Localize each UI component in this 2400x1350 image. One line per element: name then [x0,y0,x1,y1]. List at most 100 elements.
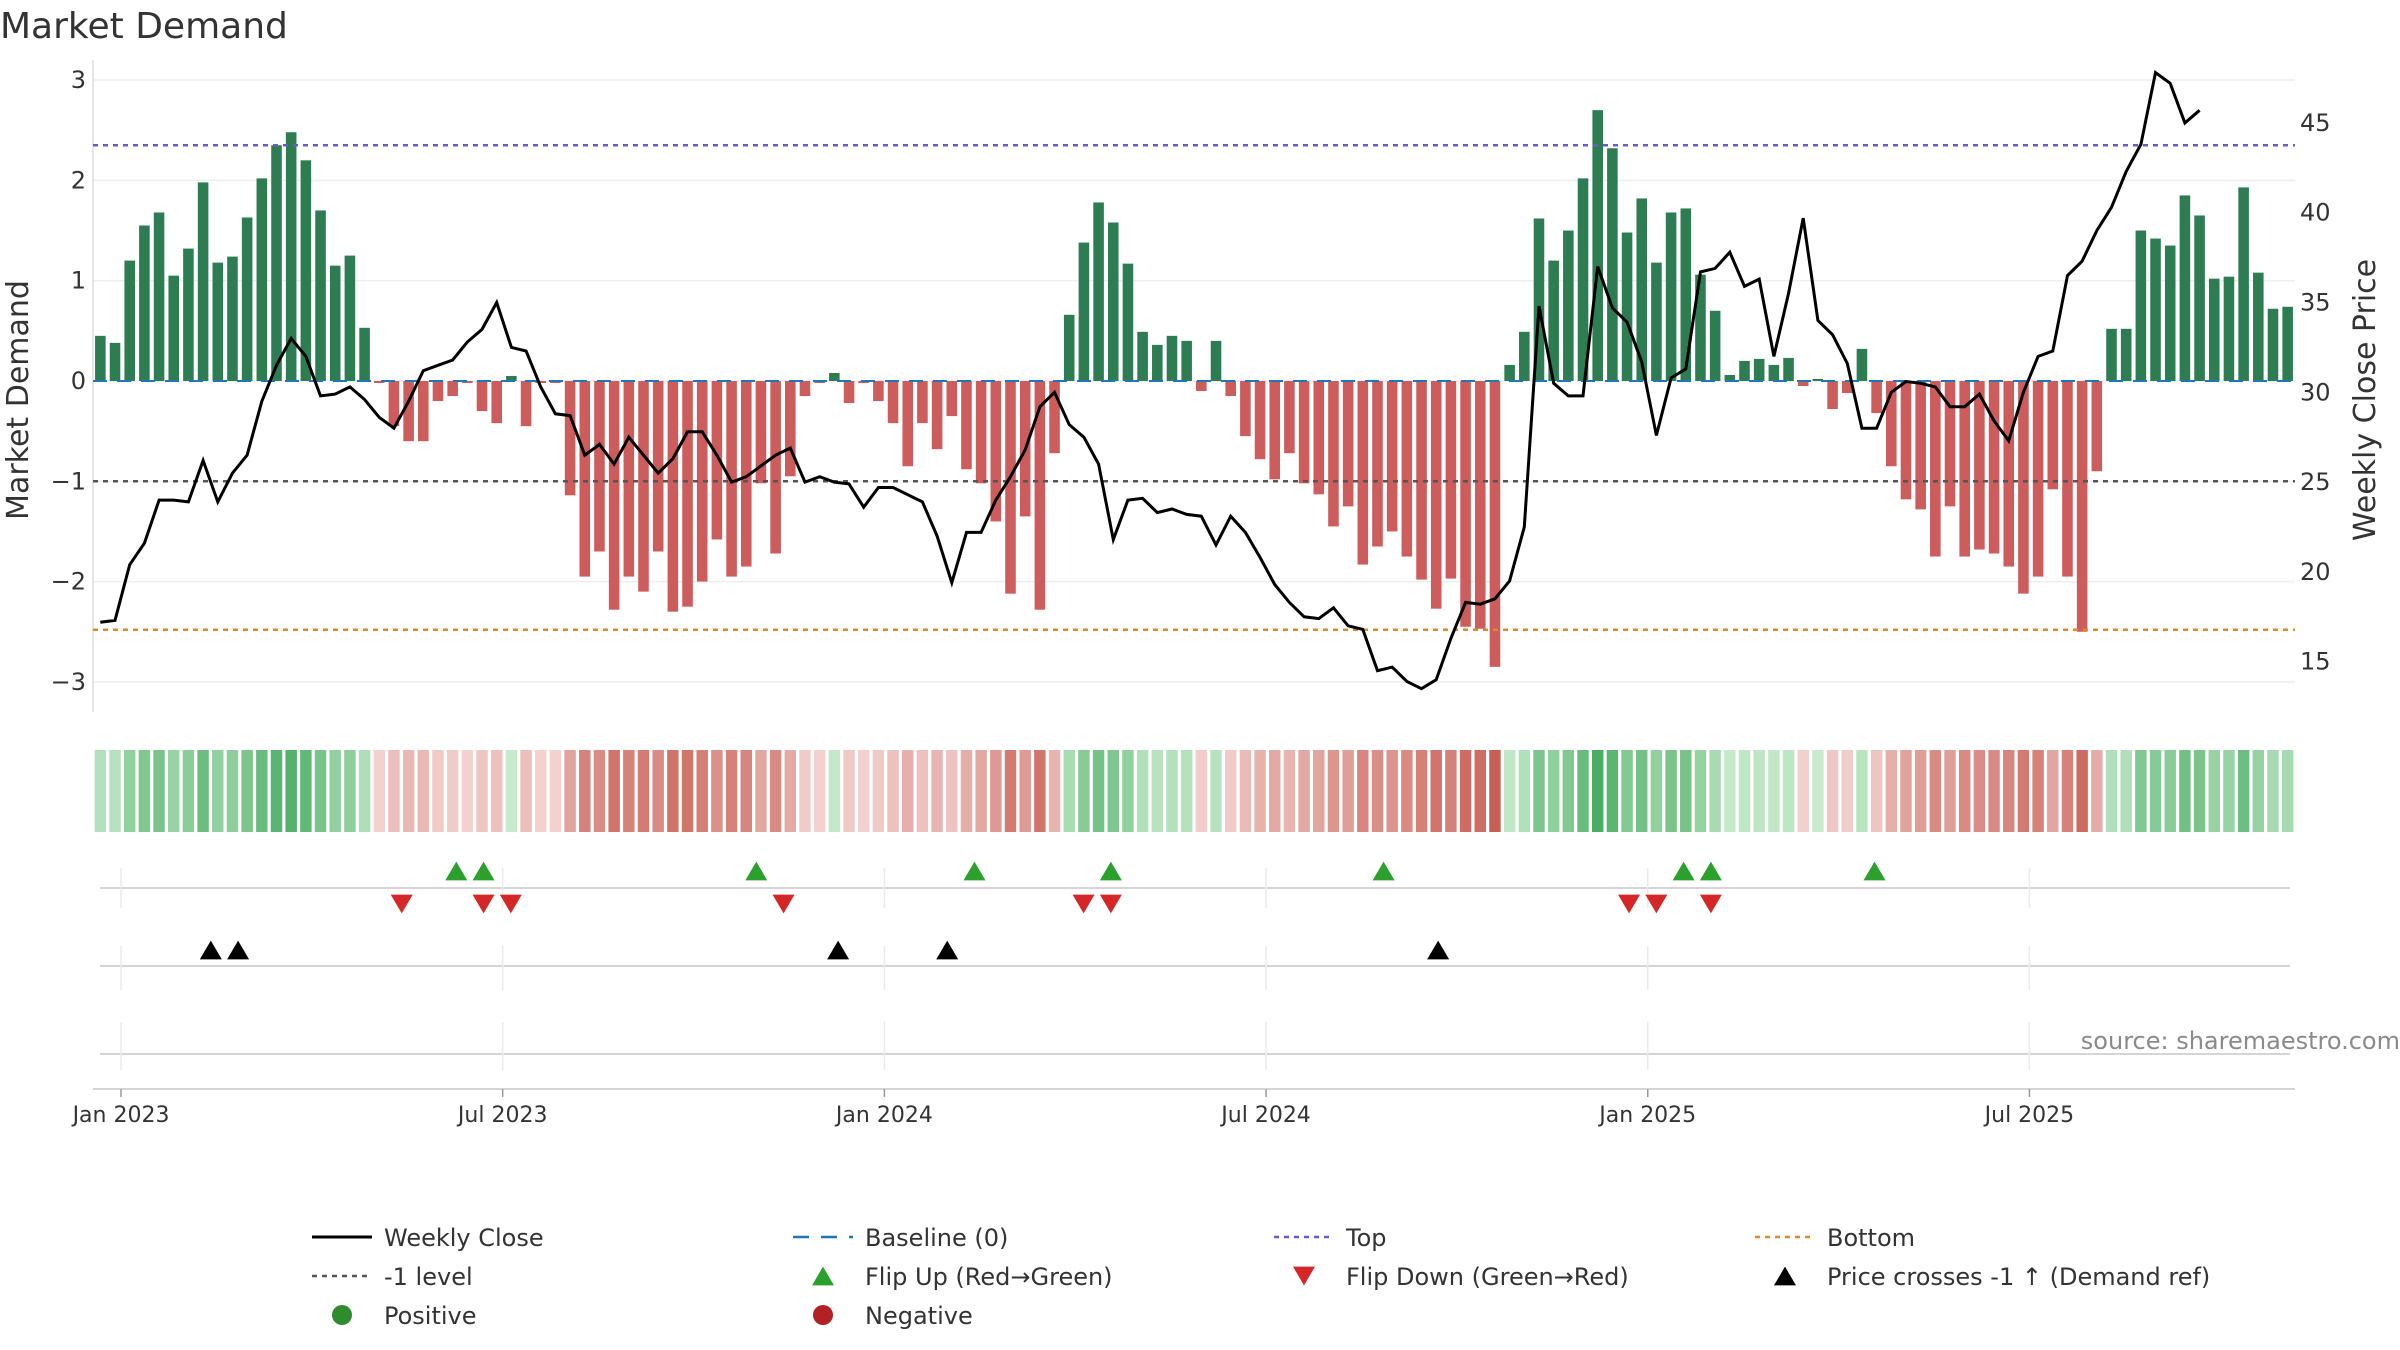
y-tick-label: 0 [71,367,86,395]
demand-bar [2282,306,2293,381]
source-credit: source: sharemaestro.com [2081,1027,2400,1055]
heat-cell [1636,750,1648,832]
heat-cell [608,750,620,832]
demand-bar [168,275,180,381]
demand-bar [506,375,517,381]
heat-cell [902,750,914,832]
heat-cell [2208,750,2220,832]
x-tick-label: Jul 2024 [1219,1103,1311,1128]
demand-bar [682,380,693,607]
heat-cell [1313,750,1325,832]
heat-cell [828,750,841,832]
y-axis-ticks: 3 2 1 0 −1 −2 −3 [51,66,86,696]
demand-heat-strip [94,750,2294,832]
demand-bar [1093,202,1104,381]
y-tick-label: −1 [51,467,86,495]
demand-bar [212,262,224,381]
demand-bar [1078,242,1090,381]
demand-bar [652,380,664,552]
demand-bar [153,212,165,381]
heat-cell [1694,750,1707,832]
demand-bar [1445,380,1457,579]
demand-bar [1988,380,2000,554]
heat-cell [2091,750,2103,832]
heat-cell [212,750,224,832]
heat-cell [725,750,738,832]
demand-bar [1783,357,1794,381]
heat-cell [1577,750,1589,832]
heat-cell [549,750,562,832]
heat-cell [300,750,312,832]
flip-down-marker [1699,894,1722,914]
demand-bar [2238,187,2249,381]
demand-bar [1724,374,1736,381]
demand-bar [1254,380,1266,460]
demand-bar [1871,380,1882,414]
demand-bars [95,110,2293,667]
demand-bar [1005,380,1016,594]
demand-bar [1959,380,1970,557]
heat-cell [1430,750,1442,832]
heat-cell [270,750,283,832]
heat-cell [2252,750,2265,832]
flip-up-marker [1372,861,1395,881]
heat-cell [402,750,415,832]
heat-cell [285,750,297,832]
heat-cell [1914,750,1927,832]
legend-item: -1 level [312,1263,473,1291]
heat-cell [990,750,1002,832]
legend-swatch [812,1266,834,1286]
heat-cell [520,750,532,832]
y2-tick-label: 45 [2300,109,2331,137]
heat-cell [1812,750,1824,832]
heat-cell [1283,750,1296,832]
demand-bar [858,380,869,383]
heat-cell [256,750,268,832]
demand-bar [785,380,796,477]
demand-bar [2003,380,2015,567]
weekly-close-line [100,70,2201,691]
demand-bar [990,380,1002,522]
heat-cell [1547,750,1560,832]
heat-cell [1224,750,1237,832]
heat-cell [1195,750,1208,832]
legend-label: Flip Up (Red→Green) [865,1263,1113,1291]
demand-bar [1944,380,1956,507]
legend-item: Negative [813,1302,973,1330]
demand-bar [1768,364,1780,381]
y2-tick-label: 30 [2300,378,2331,406]
heat-cell [769,750,782,832]
heat-cell [1019,750,1031,832]
demand-bar [1577,178,1589,381]
heat-cell [593,750,606,832]
legend-label: Weekly Close [384,1224,544,1252]
heat-cell [1371,750,1384,832]
x-tick-label: Jan 2025 [1597,1103,1696,1128]
heat-cell [975,750,987,832]
demand-bar [2120,328,2132,381]
heat-cell [446,750,459,832]
heat-cell [1797,750,1809,832]
heat-cell [1870,750,1883,832]
demand-bar [873,380,884,402]
heat-cell [182,750,195,832]
heat-cell [197,750,209,832]
heat-cell [916,750,929,832]
demand-bar [418,380,429,442]
demand-bar [1548,260,1559,381]
heat-cell [2135,750,2147,832]
demand-bar [799,380,811,397]
y2-tick-label: 40 [2300,199,2331,227]
heat-cell [1562,750,1575,832]
heat-cell [1459,750,1472,832]
legend-item: Price crosses -1 ↑ (Demand ref) [1774,1263,2210,1291]
demand-bar [2135,230,2147,381]
heat-cell [784,750,797,832]
demand-bar [961,380,972,470]
heat-cell [1753,750,1765,832]
flip-up-marker [1672,861,1695,881]
heat-cell [2193,750,2206,832]
legend-label: Top [1345,1224,1387,1252]
y2-tick-label: 35 [2300,288,2331,316]
flip-up-marker [445,861,468,881]
